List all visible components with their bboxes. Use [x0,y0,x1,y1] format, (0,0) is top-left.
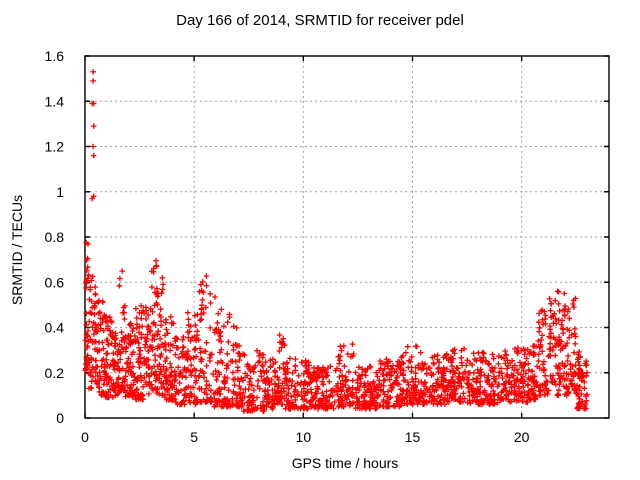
grid-lines [85,56,609,418]
chart-title: Day 166 of 2014, SRMTID for receiver pde… [176,12,464,29]
x-tick-label: 5 [190,429,198,445]
y-tick-label: 0.6 [45,274,65,290]
x-tick-label: 20 [514,429,530,445]
x-tick-label: 0 [81,429,89,445]
scatter-points [82,69,590,414]
x-axis-title: GPS time / hours [291,455,399,471]
x-tick-label: 15 [405,429,421,445]
y-tick-label: 0 [56,410,64,426]
y-tick-label: 1 [56,184,64,200]
y-tick-label: 1.4 [45,93,65,109]
x-tick-label: 10 [296,429,312,445]
y-tick-label: 1.6 [45,48,65,64]
plot-border [84,55,610,419]
y-tick-label: 0.8 [45,229,65,245]
y-tick-label: 0.2 [45,365,65,381]
y-tick-label: 1.2 [45,139,65,155]
y-tick-label: 0.4 [45,320,65,336]
